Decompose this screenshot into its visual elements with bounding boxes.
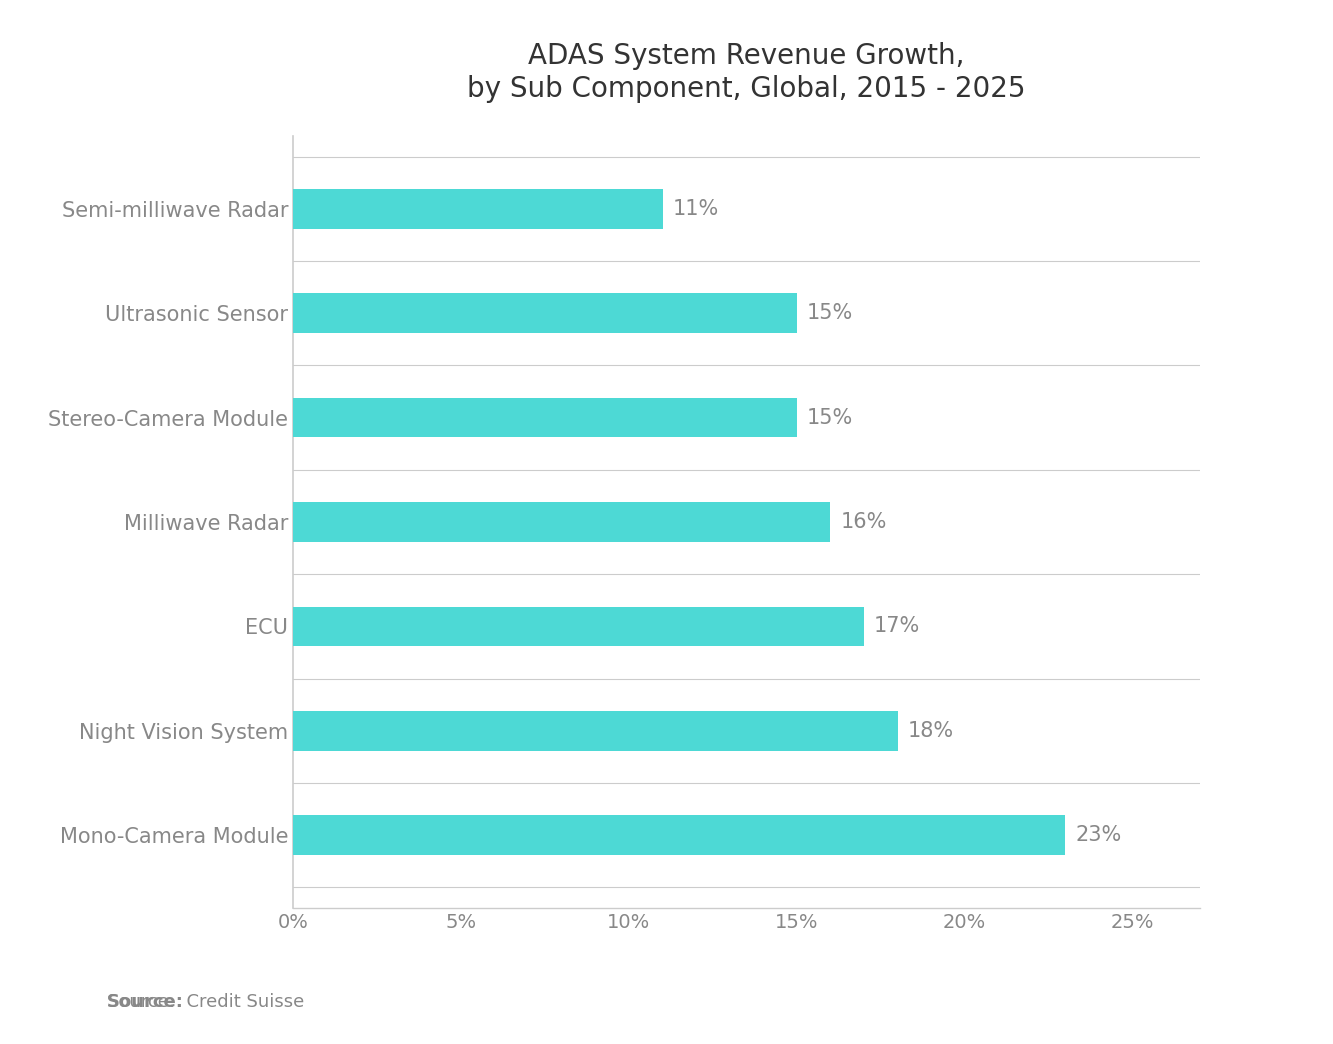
Bar bbox=[293, 398, 797, 437]
Text: 16%: 16% bbox=[841, 512, 886, 532]
Title: ADAS System Revenue Growth,
by Sub Component, Global, 2015 - 2025: ADAS System Revenue Growth, by Sub Compo… bbox=[468, 43, 1025, 102]
Text: Source:: Source: bbox=[107, 994, 184, 1012]
Bar bbox=[293, 502, 830, 542]
Text: 15%: 15% bbox=[806, 407, 853, 428]
Bar bbox=[293, 815, 1065, 855]
Text: 11%: 11% bbox=[673, 198, 718, 219]
Text: 17%: 17% bbox=[874, 616, 920, 637]
Bar bbox=[293, 293, 797, 333]
Text: 15%: 15% bbox=[806, 303, 853, 324]
Text: Source:  Credit Suisse: Source: Credit Suisse bbox=[107, 994, 304, 1012]
Text: 23%: 23% bbox=[1076, 825, 1122, 846]
Bar bbox=[293, 607, 864, 646]
Text: 18%: 18% bbox=[908, 720, 953, 741]
Bar bbox=[293, 189, 663, 229]
Bar bbox=[293, 711, 897, 751]
